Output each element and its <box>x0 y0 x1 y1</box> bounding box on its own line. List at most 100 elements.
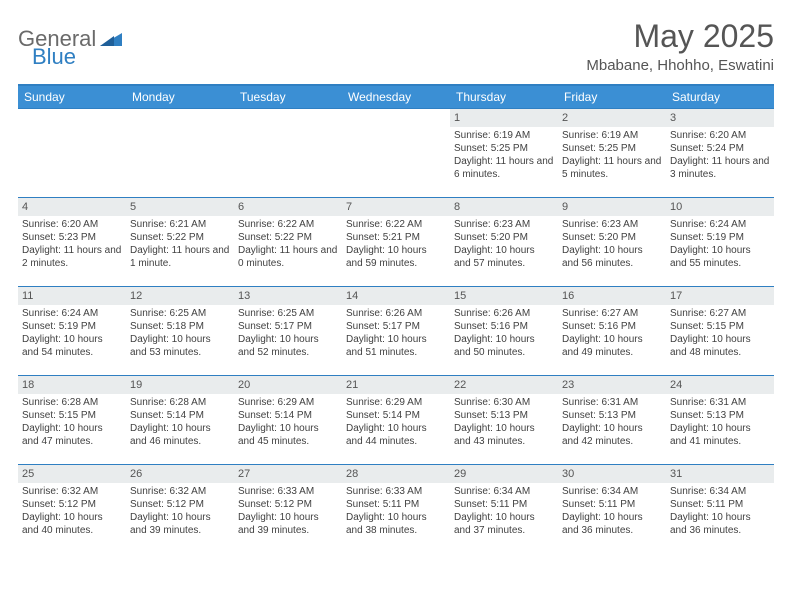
sunset-text: Sunset: 5:18 PM <box>130 320 230 333</box>
weekday-header: Saturday <box>666 86 774 108</box>
day-data-cell: Sunrise: 6:28 AMSunset: 5:14 PMDaylight:… <box>126 394 234 464</box>
daylight-text: Daylight: 10 hours and 36 minutes. <box>670 511 770 537</box>
location-text: Mbabane, Hhohho, Eswatini <box>586 57 774 74</box>
day-data-cell: Sunrise: 6:24 AMSunset: 5:19 PMDaylight:… <box>18 305 126 375</box>
day-data-cell: Sunrise: 6:30 AMSunset: 5:13 PMDaylight:… <box>450 394 558 464</box>
day-number-cell: 21 <box>342 376 450 394</box>
sunrise-text: Sunrise: 6:25 AM <box>238 307 338 320</box>
day-data-row: Sunrise: 6:32 AMSunset: 5:12 PMDaylight:… <box>18 483 774 553</box>
day-number-cell: 14 <box>342 287 450 305</box>
sunset-text: Sunset: 5:25 PM <box>454 142 554 155</box>
day-number-row: 11121314151617 <box>18 286 774 305</box>
sunset-text: Sunset: 5:23 PM <box>22 231 122 244</box>
day-number-cell: 4 <box>18 198 126 216</box>
day-data-cell: Sunrise: 6:28 AMSunset: 5:15 PMDaylight:… <box>18 394 126 464</box>
day-number-cell: 17 <box>666 287 774 305</box>
sunset-text: Sunset: 5:16 PM <box>454 320 554 333</box>
day-data-cell: Sunrise: 6:22 AMSunset: 5:21 PMDaylight:… <box>342 216 450 286</box>
daylight-text: Daylight: 10 hours and 39 minutes. <box>130 511 230 537</box>
day-data-cell: Sunrise: 6:21 AMSunset: 5:22 PMDaylight:… <box>126 216 234 286</box>
day-number-cell: 19 <box>126 376 234 394</box>
day-data-cell: Sunrise: 6:34 AMSunset: 5:11 PMDaylight:… <box>450 483 558 553</box>
sunrise-text: Sunrise: 6:28 AM <box>22 396 122 409</box>
day-number-cell: 10 <box>666 198 774 216</box>
day-data-cell: Sunrise: 6:20 AMSunset: 5:23 PMDaylight:… <box>18 216 126 286</box>
sunrise-text: Sunrise: 6:34 AM <box>454 485 554 498</box>
sunrise-text: Sunrise: 6:32 AM <box>130 485 230 498</box>
day-data-row: Sunrise: 6:19 AMSunset: 5:25 PMDaylight:… <box>18 127 774 197</box>
sunset-text: Sunset: 5:12 PM <box>22 498 122 511</box>
day-data-cell: Sunrise: 6:27 AMSunset: 5:16 PMDaylight:… <box>558 305 666 375</box>
daylight-text: Daylight: 10 hours and 50 minutes. <box>454 333 554 359</box>
day-number-cell: 1 <box>450 109 558 127</box>
sunrise-text: Sunrise: 6:23 AM <box>454 218 554 231</box>
day-number-cell <box>126 109 234 127</box>
daylight-text: Daylight: 10 hours and 38 minutes. <box>346 511 446 537</box>
day-data-cell: Sunrise: 6:19 AMSunset: 5:25 PMDaylight:… <box>558 127 666 197</box>
day-data-cell: Sunrise: 6:26 AMSunset: 5:16 PMDaylight:… <box>450 305 558 375</box>
daylight-text: Daylight: 10 hours and 56 minutes. <box>562 244 662 270</box>
day-number-cell: 31 <box>666 465 774 483</box>
day-data-cell: Sunrise: 6:23 AMSunset: 5:20 PMDaylight:… <box>558 216 666 286</box>
sunset-text: Sunset: 5:11 PM <box>562 498 662 511</box>
sunset-text: Sunset: 5:15 PM <box>22 409 122 422</box>
daylight-text: Daylight: 11 hours and 5 minutes. <box>562 155 662 181</box>
daylight-text: Daylight: 11 hours and 1 minute. <box>130 244 230 270</box>
day-data-cell: Sunrise: 6:34 AMSunset: 5:11 PMDaylight:… <box>666 483 774 553</box>
day-number-cell: 6 <box>234 198 342 216</box>
sunrise-text: Sunrise: 6:20 AM <box>22 218 122 231</box>
daylight-text: Daylight: 10 hours and 39 minutes. <box>238 511 338 537</box>
sunrise-text: Sunrise: 6:21 AM <box>130 218 230 231</box>
daylight-text: Daylight: 10 hours and 37 minutes. <box>454 511 554 537</box>
sunrise-text: Sunrise: 6:33 AM <box>346 485 446 498</box>
sunrise-text: Sunrise: 6:34 AM <box>562 485 662 498</box>
day-data-cell: Sunrise: 6:31 AMSunset: 5:13 PMDaylight:… <box>666 394 774 464</box>
sunset-text: Sunset: 5:20 PM <box>454 231 554 244</box>
daylight-text: Daylight: 10 hours and 46 minutes. <box>130 422 230 448</box>
daylight-text: Daylight: 10 hours and 48 minutes. <box>670 333 770 359</box>
day-number-row: 25262728293031 <box>18 464 774 483</box>
day-number-cell: 7 <box>342 198 450 216</box>
sunrise-text: Sunrise: 6:28 AM <box>130 396 230 409</box>
day-number-row: 123 <box>18 108 774 127</box>
day-data-cell <box>342 127 450 197</box>
daylight-text: Daylight: 10 hours and 45 minutes. <box>238 422 338 448</box>
daylight-text: Daylight: 10 hours and 47 minutes. <box>22 422 122 448</box>
day-number-cell: 24 <box>666 376 774 394</box>
sunset-text: Sunset: 5:24 PM <box>670 142 770 155</box>
day-number-cell <box>342 109 450 127</box>
daylight-text: Daylight: 10 hours and 49 minutes. <box>562 333 662 359</box>
sunset-text: Sunset: 5:12 PM <box>238 498 338 511</box>
day-data-row: Sunrise: 6:24 AMSunset: 5:19 PMDaylight:… <box>18 305 774 375</box>
sunset-text: Sunset: 5:14 PM <box>346 409 446 422</box>
day-number-cell: 23 <box>558 376 666 394</box>
sunrise-text: Sunrise: 6:26 AM <box>346 307 446 320</box>
sunset-text: Sunset: 5:11 PM <box>346 498 446 511</box>
sunrise-text: Sunrise: 6:24 AM <box>670 218 770 231</box>
sunset-text: Sunset: 5:13 PM <box>562 409 662 422</box>
day-number-cell: 12 <box>126 287 234 305</box>
daylight-text: Daylight: 10 hours and 51 minutes. <box>346 333 446 359</box>
day-number-cell: 25 <box>18 465 126 483</box>
day-data-cell: Sunrise: 6:33 AMSunset: 5:11 PMDaylight:… <box>342 483 450 553</box>
sunset-text: Sunset: 5:19 PM <box>22 320 122 333</box>
day-number-cell: 27 <box>234 465 342 483</box>
sunrise-text: Sunrise: 6:20 AM <box>670 129 770 142</box>
day-number-row: 18192021222324 <box>18 375 774 394</box>
daylight-text: Daylight: 10 hours and 53 minutes. <box>130 333 230 359</box>
day-data-cell: Sunrise: 6:19 AMSunset: 5:25 PMDaylight:… <box>450 127 558 197</box>
day-number-cell: 18 <box>18 376 126 394</box>
sunrise-text: Sunrise: 6:32 AM <box>22 485 122 498</box>
sunset-text: Sunset: 5:25 PM <box>562 142 662 155</box>
sunset-text: Sunset: 5:13 PM <box>670 409 770 422</box>
sunset-text: Sunset: 5:11 PM <box>670 498 770 511</box>
day-data-cell: Sunrise: 6:25 AMSunset: 5:18 PMDaylight:… <box>126 305 234 375</box>
daylight-text: Daylight: 10 hours and 41 minutes. <box>670 422 770 448</box>
weekday-header: Sunday <box>18 86 126 108</box>
sunrise-text: Sunrise: 6:23 AM <box>562 218 662 231</box>
weekday-header: Thursday <box>450 86 558 108</box>
day-data-cell: Sunrise: 6:34 AMSunset: 5:11 PMDaylight:… <box>558 483 666 553</box>
daylight-text: Daylight: 10 hours and 59 minutes. <box>346 244 446 270</box>
sunrise-text: Sunrise: 6:26 AM <box>454 307 554 320</box>
day-data-row: Sunrise: 6:20 AMSunset: 5:23 PM Daylight:… <box>18 216 774 286</box>
